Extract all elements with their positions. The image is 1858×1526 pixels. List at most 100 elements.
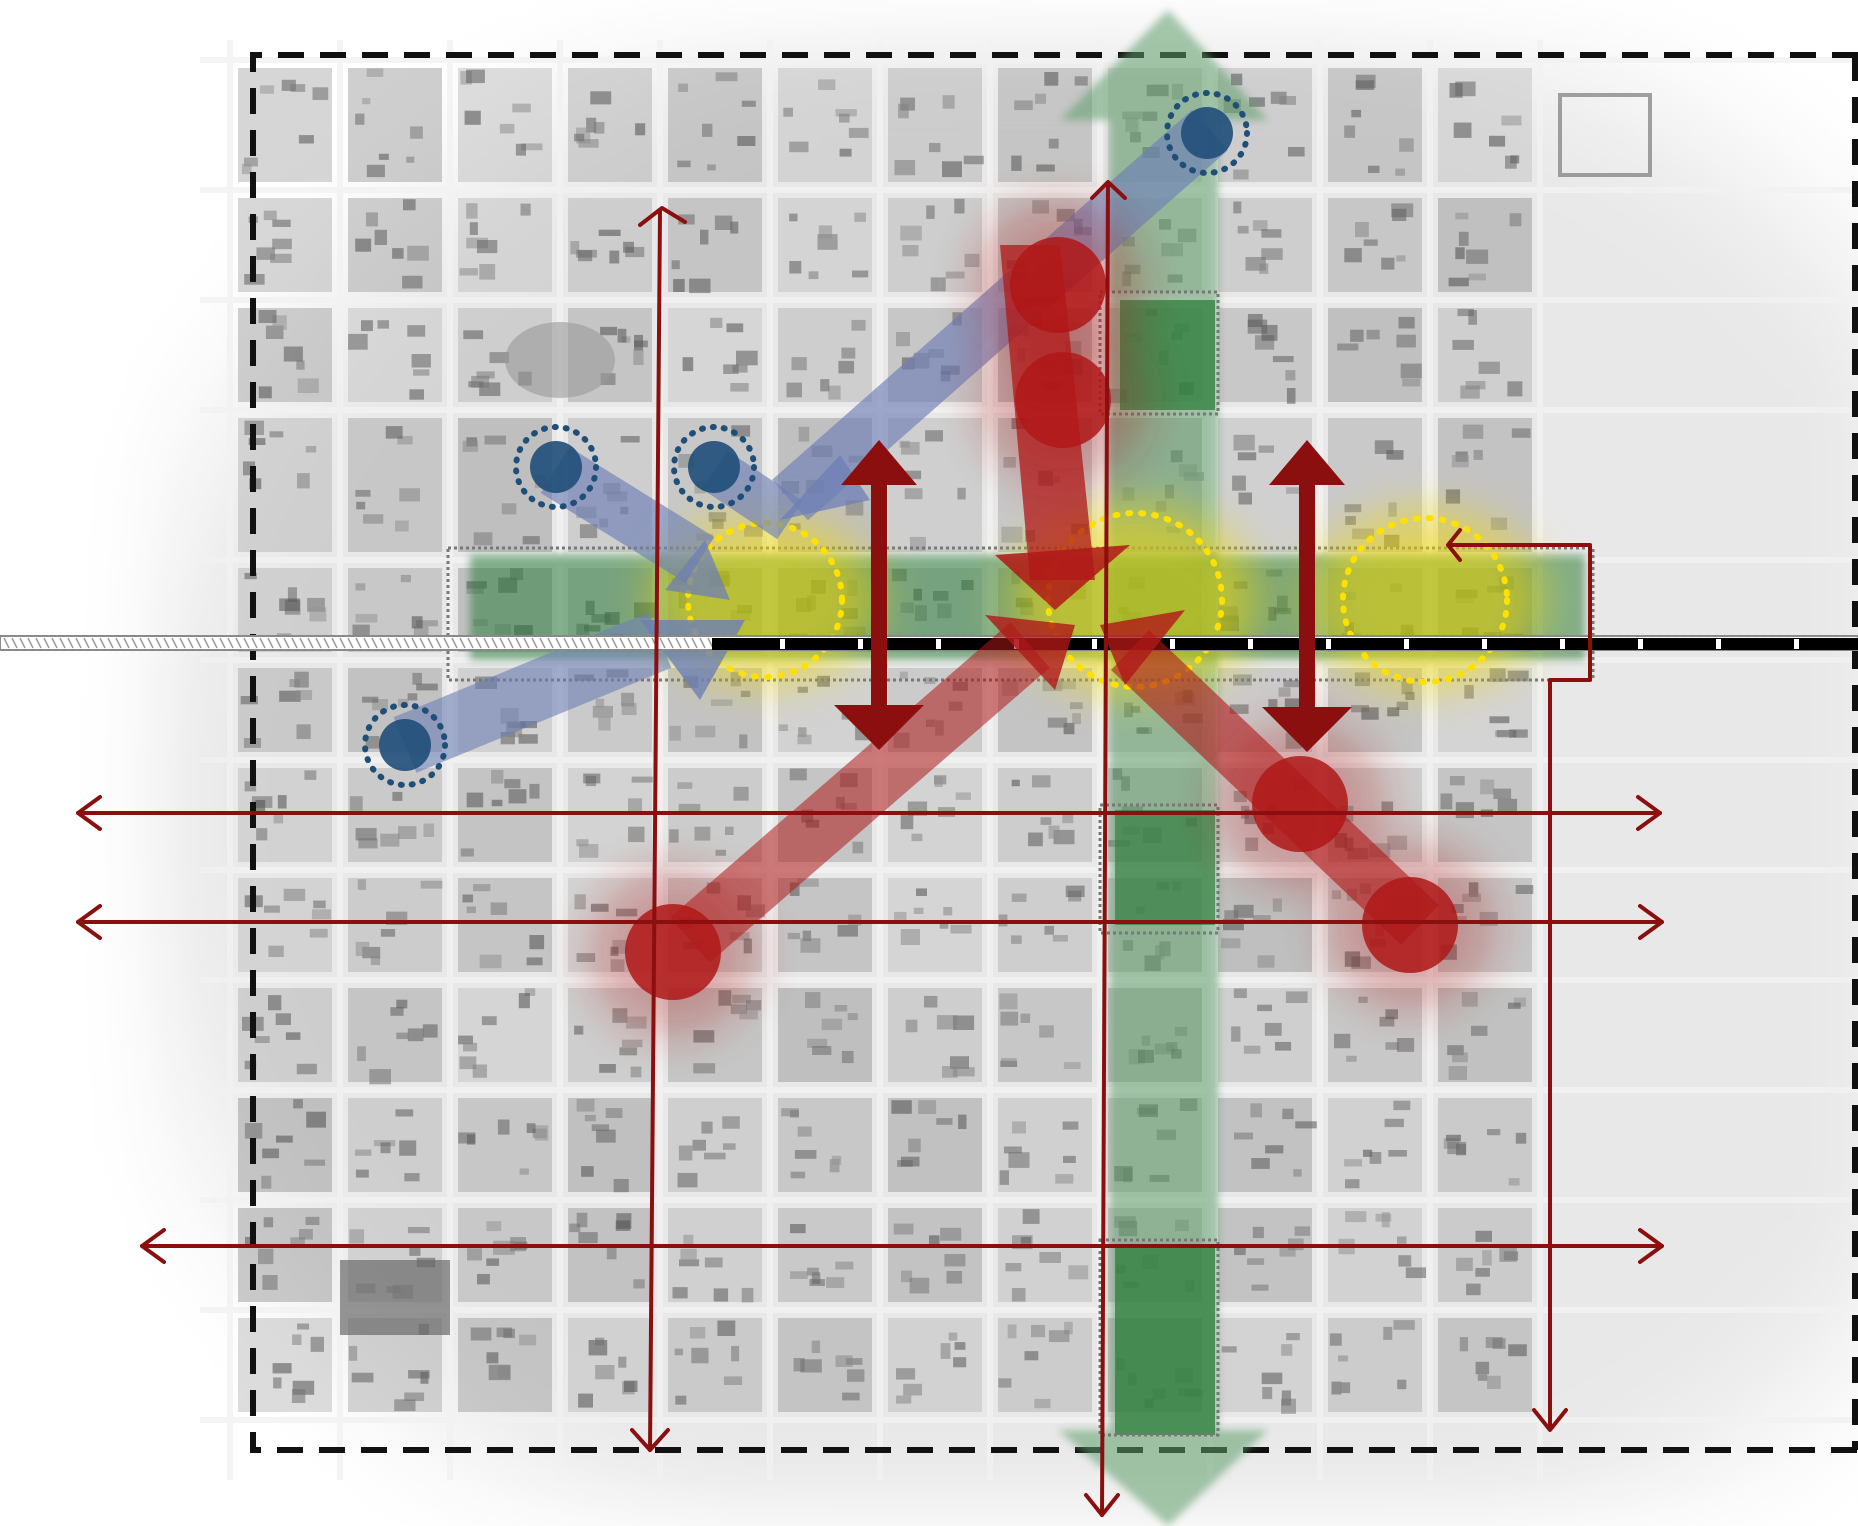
building	[1011, 935, 1022, 944]
building	[1355, 222, 1369, 238]
rail-hatch	[595, 637, 602, 649]
building	[283, 346, 303, 362]
building	[609, 250, 620, 264]
building	[591, 1124, 610, 1132]
rail-hatch	[75, 637, 82, 649]
building	[365, 736, 380, 749]
activity-hubs	[650, 505, 1545, 695]
building	[1252, 220, 1268, 231]
building	[270, 253, 292, 263]
building	[1375, 1213, 1392, 1222]
building	[1224, 910, 1239, 919]
building	[1350, 329, 1364, 342]
building	[1460, 385, 1480, 399]
building	[1055, 1174, 1074, 1184]
building	[1393, 1320, 1415, 1330]
building	[297, 1323, 310, 1330]
building	[789, 213, 798, 222]
rail-hatch	[123, 637, 130, 649]
city-block	[888, 198, 982, 292]
building	[1234, 1132, 1253, 1140]
building	[1243, 1045, 1261, 1054]
building	[623, 241, 634, 253]
city-block	[1438, 308, 1532, 402]
city-block	[668, 1318, 762, 1412]
building	[1331, 1381, 1342, 1395]
building	[1275, 1041, 1292, 1051]
city-block	[1218, 1098, 1312, 1192]
building	[1251, 1158, 1270, 1169]
red-node	[1252, 756, 1348, 852]
building	[458, 1035, 473, 1045]
building	[739, 1010, 758, 1020]
hub-ring	[1340, 515, 1510, 685]
building	[283, 888, 306, 901]
building	[1007, 1324, 1017, 1339]
building	[584, 1114, 596, 1122]
rail-hatch	[691, 637, 698, 649]
green-block	[1115, 810, 1215, 925]
rail-hatch	[99, 637, 106, 649]
building	[355, 1169, 369, 1178]
city-block	[998, 878, 1092, 972]
building	[790, 1271, 808, 1279]
building	[1281, 1390, 1291, 1406]
building	[586, 117, 597, 133]
building	[1286, 1333, 1300, 1341]
building	[576, 839, 589, 847]
building	[1369, 1152, 1382, 1164]
building	[255, 800, 266, 814]
building	[1039, 1252, 1061, 1263]
rail-hatch	[91, 637, 98, 649]
rail-hatch	[179, 637, 186, 649]
city-block	[1328, 1208, 1422, 1302]
building	[693, 1030, 715, 1043]
building	[946, 1271, 963, 1284]
city-block	[778, 988, 872, 1082]
building	[1459, 1337, 1469, 1352]
building	[821, 1018, 843, 1031]
building	[395, 1109, 414, 1117]
building	[390, 1007, 404, 1016]
building	[481, 1016, 497, 1026]
building	[298, 1229, 313, 1240]
building	[828, 385, 841, 400]
building	[730, 221, 739, 234]
building	[1024, 1351, 1039, 1361]
building	[355, 583, 366, 591]
city-block	[1328, 1098, 1422, 1192]
rail-hatch	[443, 637, 450, 649]
circulation-axes	[76, 180, 1664, 1517]
building	[479, 382, 501, 396]
building	[351, 1372, 374, 1383]
building	[279, 598, 300, 611]
building	[576, 249, 597, 258]
rail-hatch	[515, 637, 522, 649]
building	[950, 1056, 969, 1069]
building	[1011, 779, 1020, 787]
building	[1054, 680, 1076, 690]
building	[408, 1370, 430, 1379]
building	[1396, 334, 1416, 348]
building	[605, 1108, 623, 1118]
city-block	[668, 1098, 762, 1192]
rail-hatch	[547, 637, 554, 649]
building	[241, 163, 252, 175]
axis-north-south	[1100, 181, 1110, 1517]
building	[477, 240, 498, 254]
building	[1496, 730, 1517, 738]
blue-flow-arrow	[393, 612, 672, 773]
building	[899, 440, 910, 448]
building	[373, 1140, 396, 1147]
rail-hatch	[427, 637, 434, 649]
rail-hatch	[531, 637, 538, 649]
building	[472, 1064, 487, 1078]
building	[1478, 361, 1500, 374]
building	[909, 1277, 930, 1294]
building	[258, 310, 277, 323]
building	[925, 430, 943, 442]
building	[593, 122, 605, 134]
building	[570, 241, 580, 255]
blue-flow-arrow	[540, 447, 715, 583]
city-block	[778, 878, 872, 972]
